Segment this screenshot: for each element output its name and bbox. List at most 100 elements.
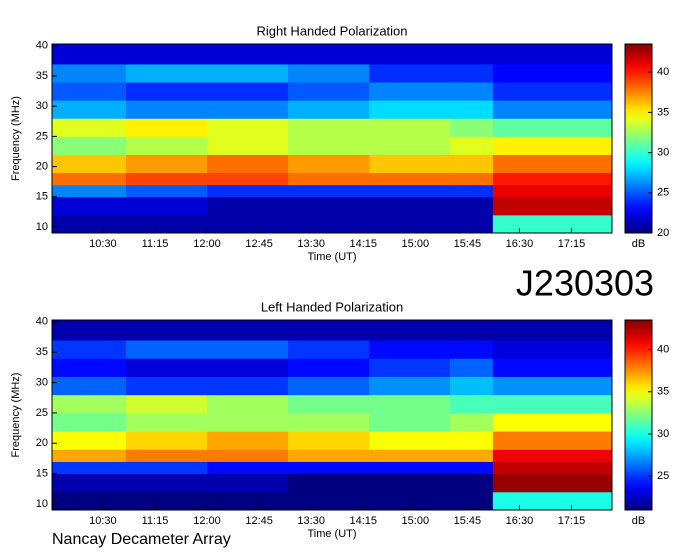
heat-cell (288, 394, 370, 414)
heat-cell (52, 82, 127, 101)
y-tick-label: 40 (36, 40, 48, 52)
heat-cell (126, 172, 208, 186)
heat-cell (52, 172, 127, 186)
heat-cell (492, 376, 613, 396)
plot-frame (51, 43, 613, 234)
heat-cell (369, 118, 451, 137)
heat-cell (207, 63, 289, 83)
heat-cell (492, 100, 613, 119)
heat-cell (288, 214, 370, 234)
heat-cell (207, 154, 289, 174)
x-tick-label: 16:30 (506, 515, 534, 527)
heat-cell (450, 412, 494, 432)
heat-cell (288, 154, 370, 174)
heat-cell (126, 196, 208, 216)
heat-cell (492, 63, 613, 83)
heat-cell (450, 184, 494, 198)
x-tick-label: 14:15 (349, 238, 377, 250)
x-tick-label: 17:15 (558, 238, 586, 250)
heat-cell (369, 473, 451, 493)
heat-cell (207, 358, 289, 377)
heat-cell (52, 184, 127, 198)
heat-cell (369, 461, 451, 475)
heat-cell (450, 118, 494, 137)
footer: Nancay Decameter Array (52, 531, 231, 548)
heat-cell (126, 82, 208, 101)
heat-cell (288, 172, 370, 186)
heat-cell (207, 82, 289, 101)
heat-cell (450, 461, 494, 475)
heat-cell (369, 320, 451, 341)
colorbar-tick-label: 30 (657, 146, 669, 158)
heat-cell (126, 184, 208, 198)
heat-cell (52, 196, 127, 216)
chart-title: Left Handed Polarization (261, 299, 403, 314)
colorbar (624, 43, 653, 234)
heat-cell (207, 44, 289, 65)
y-tick-label: 15 (36, 191, 48, 203)
y-tick-label: 15 (36, 467, 48, 479)
heat-cell (52, 63, 127, 83)
heat-cell (450, 214, 494, 234)
heat-cell (492, 358, 613, 377)
heat-cell (369, 63, 451, 83)
x-tick-label: 11:15 (142, 515, 169, 527)
heat-cell (52, 118, 127, 137)
colorbar-tick-label: 25 (657, 470, 669, 482)
heat-cell (126, 412, 208, 432)
heat-cell (288, 118, 370, 137)
heat-cell (492, 118, 613, 137)
heat-cell (126, 100, 208, 119)
heat-cell (52, 431, 127, 450)
heat-cell (126, 376, 208, 396)
heat-cell (52, 449, 127, 462)
heat-cell (207, 394, 289, 414)
heat-cell (288, 82, 370, 101)
heat-cell (369, 44, 451, 65)
heat-cell (126, 136, 208, 156)
heat-cell (126, 473, 208, 493)
heat-cell (207, 491, 289, 511)
x-tick-label: 15:00 (402, 515, 430, 527)
heat-cell (492, 136, 613, 156)
heat-cell (369, 412, 451, 432)
heat-cell (207, 412, 289, 432)
heat-cell (288, 136, 370, 156)
heat-cell (450, 320, 494, 341)
heat-cell (492, 412, 613, 432)
heat-cell (288, 431, 370, 450)
heat-cell (369, 376, 451, 396)
y-tick-label: 20 (36, 160, 48, 172)
heat-cell (126, 154, 208, 174)
annotation: J230303 (516, 263, 654, 304)
heat-cell (52, 154, 127, 174)
colorbar-tick-label: 35 (657, 386, 669, 398)
heat-cell (288, 491, 370, 511)
colorbar-tick-label: 30 (657, 428, 669, 440)
x-axis-label: Time (UT) (307, 528, 356, 540)
x-tick-label: 13:30 (297, 515, 325, 527)
heat-cell (492, 491, 613, 511)
heat-cell (369, 172, 451, 186)
heat-cell (288, 412, 370, 432)
x-tick-label: 12:45 (245, 515, 273, 527)
y-tick-label: 10 (36, 221, 48, 233)
heat-cell (126, 320, 208, 341)
heat-cell (288, 340, 370, 359)
x-axis-label: Time (UT) (307, 251, 356, 263)
heat-cell (369, 154, 451, 174)
heat-cell (450, 394, 494, 414)
heat-cell (492, 196, 613, 216)
y-axis-label: Frequency (MHz) (10, 96, 22, 181)
heat-cell (207, 376, 289, 396)
heat-cell (492, 154, 613, 174)
x-tick-label: 15:00 (402, 238, 430, 250)
colorbar-tick-label: 25 (657, 187, 669, 199)
heat-cell (207, 136, 289, 156)
colorbar-tick-label: 40 (657, 343, 669, 355)
heat-cell (369, 449, 451, 462)
heat-cell (492, 340, 613, 359)
colorbar-tick-label: 35 (657, 106, 669, 118)
heat-cell (492, 214, 613, 234)
